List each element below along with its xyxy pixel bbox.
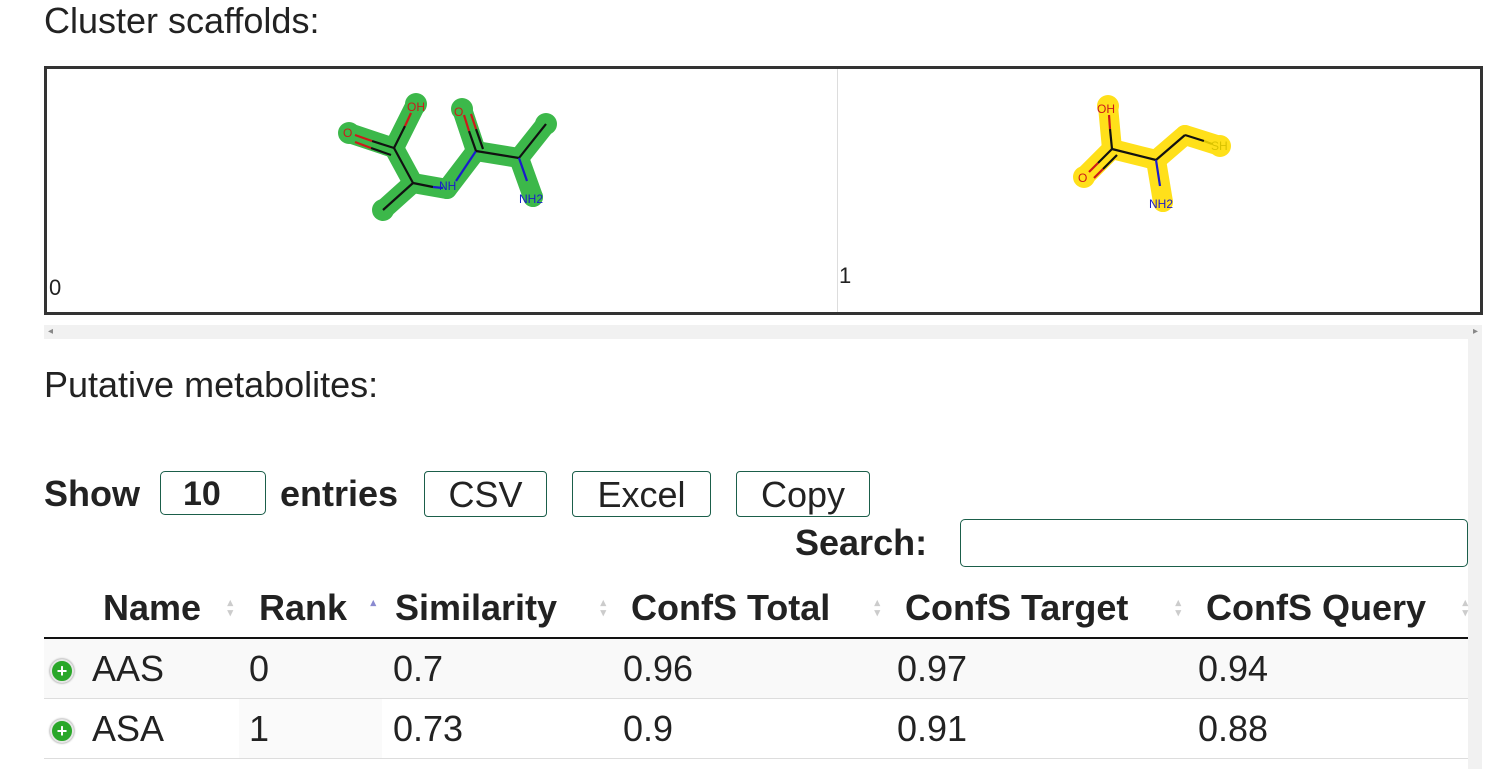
cell-rank: 1 bbox=[239, 698, 382, 759]
vertical-scrollbar[interactable] bbox=[1468, 339, 1482, 769]
scaffolds-heading: Cluster scaffolds: bbox=[44, 0, 320, 41]
copy-button[interactable]: Copy bbox=[736, 471, 870, 517]
cell-confs-total: 0.96 bbox=[612, 638, 886, 699]
scaffold-index: 0 bbox=[49, 275, 62, 300]
atom-label: O bbox=[454, 105, 463, 119]
atom-label: SH bbox=[1211, 139, 1228, 153]
cell-name: + AAS bbox=[44, 638, 239, 699]
atom-label: NH2 bbox=[519, 192, 543, 206]
atom-label: NH2 bbox=[1149, 197, 1173, 211]
show-label: Show bbox=[44, 473, 140, 514]
column-header-name[interactable]: Name ▴ ▾ bbox=[44, 578, 239, 639]
expand-row-icon[interactable]: + bbox=[50, 718, 74, 743]
atom-label: O bbox=[1078, 171, 1087, 185]
cell-confs-target: 0.91 bbox=[886, 698, 1187, 759]
search-input[interactable] bbox=[960, 519, 1468, 567]
scaffold-molecule-0: OH O O NH NH2 bbox=[338, 93, 557, 221]
scaffold-index: 1 bbox=[839, 263, 852, 288]
horizontal-scrollbar[interactable]: ◂ ▸ bbox=[44, 325, 1482, 339]
column-header-rank[interactable]: Rank ▴ bbox=[239, 578, 382, 639]
sort-icon: ▴ ▾ bbox=[874, 597, 880, 619]
scaffold-molecule-1: OH O SH NH2 bbox=[1073, 95, 1231, 212]
cell-similarity: 0.7 bbox=[382, 638, 612, 699]
sort-icon: ▴ ▾ bbox=[600, 597, 606, 619]
cell-similarity: 0.73 bbox=[382, 698, 612, 759]
atom-label: OH bbox=[1097, 102, 1115, 116]
cell-name: + ASA bbox=[44, 698, 239, 759]
metabolites-heading: Putative metabolites: bbox=[44, 364, 379, 405]
column-header-confs-total[interactable]: ConfS Total ▴ ▾ bbox=[612, 578, 886, 639]
entries-select[interactable]: 10 bbox=[160, 471, 266, 515]
entries-label: entries bbox=[280, 473, 399, 514]
cell-confs-query: 0.94 bbox=[1187, 638, 1468, 699]
csv-button[interactable]: CSV bbox=[424, 471, 547, 517]
atom-label: OH bbox=[407, 100, 425, 114]
excel-button[interactable]: Excel bbox=[572, 471, 711, 517]
scroll-right-icon[interactable]: ▸ bbox=[1472, 326, 1478, 337]
column-header-confs-query[interactable]: ConfS Query ▴ ▾ bbox=[1187, 578, 1468, 639]
atom-label: NH bbox=[439, 179, 456, 193]
table-row[interactable]: + ASA 1 0.73 0.9 0.91 0.88 bbox=[44, 698, 1468, 759]
sort-icon: ▴ ▾ bbox=[1175, 597, 1181, 619]
search-label: Search: bbox=[795, 522, 928, 563]
metabolites-table: Name ▴ ▾ Rank ▴ Similarity ▴ ▾ ConfS Total ▴ ▾ … bbox=[44, 578, 1468, 759]
table-header-row: Name ▴ ▾ Rank ▴ Similarity ▴ ▾ ConfS Total ▴ ▾ … bbox=[44, 578, 1468, 639]
scaffold-cell-0[interactable]: OH O O NH NH2 0 bbox=[47, 69, 838, 312]
column-header-confs-target[interactable]: ConfS Target ▴ ▾ bbox=[886, 578, 1187, 639]
table-row[interactable]: + AAS 0 0.7 0.96 0.97 0.94 bbox=[44, 638, 1468, 699]
cell-confs-total: 0.9 bbox=[612, 698, 886, 759]
atom-label: O bbox=[343, 126, 352, 140]
scroll-left-icon[interactable]: ◂ bbox=[48, 326, 54, 337]
expand-row-icon[interactable]: + bbox=[50, 658, 74, 683]
cell-confs-target: 0.97 bbox=[886, 638, 1187, 699]
sort-icon: ▴ ▾ bbox=[227, 597, 233, 619]
column-header-similarity[interactable]: Similarity ▴ ▾ bbox=[382, 578, 612, 639]
sort-asc-icon: ▴ bbox=[370, 597, 376, 609]
scaffold-cell-1[interactable]: OH O SH NH2 1 bbox=[838, 69, 1480, 312]
cell-rank: 0 bbox=[239, 638, 382, 699]
scaffold-grid: OH O O NH NH2 0 bbox=[44, 66, 1483, 315]
cell-confs-query: 0.88 bbox=[1187, 698, 1468, 759]
table-controls: Show 10 entries CSV Excel Copy bbox=[44, 471, 1474, 519]
sort-icon: ▴ ▾ bbox=[1462, 597, 1468, 619]
